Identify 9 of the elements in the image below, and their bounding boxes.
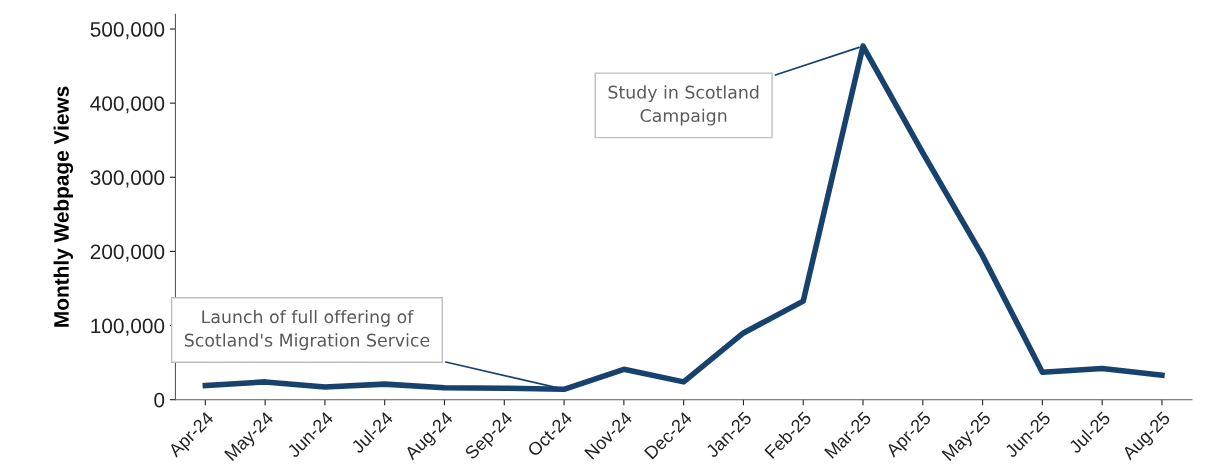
y-tick-label: 500,000 [90,22,165,40]
y-tick-label: 0 [154,392,165,408]
annotation: Launch of full offering of Scotland's Migration Service [184,309,430,351]
y-tick-label: 300,000 [90,170,165,188]
y-axis-title: Monthly Webpage Views [53,86,74,327]
annotation: Study in Scotland Campaign [608,85,759,126]
y-tick-label: 200,000 [90,244,165,262]
y-tick-label: 400,000 [90,96,165,114]
y-tick-label: 100,000 [91,318,165,336]
